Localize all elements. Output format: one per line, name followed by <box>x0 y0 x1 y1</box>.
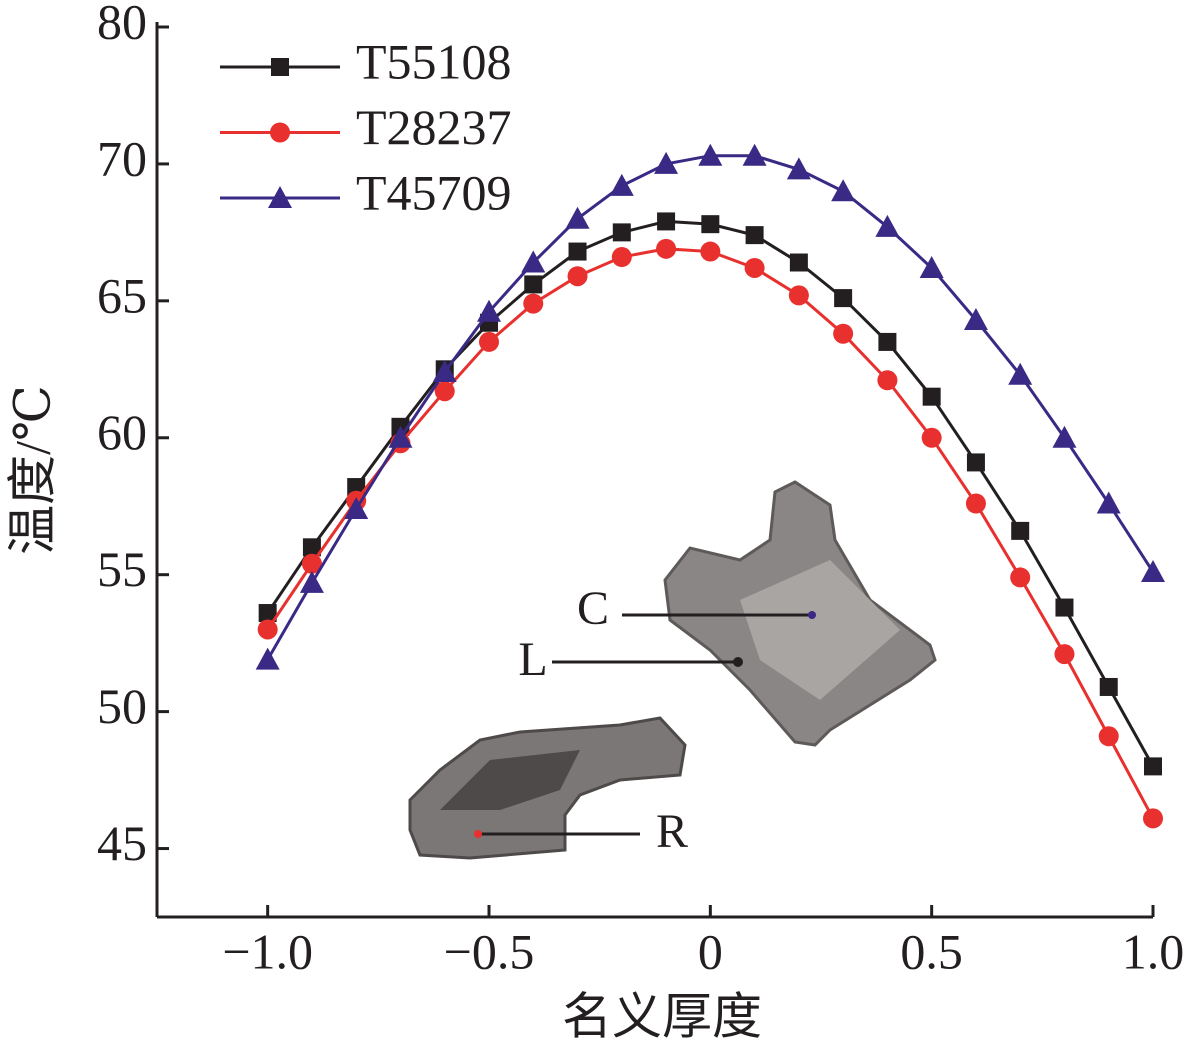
marker <box>875 214 900 237</box>
callout-dot <box>474 830 482 838</box>
marker <box>432 360 457 383</box>
marker <box>1099 677 1118 696</box>
y-tick-label: 80 <box>97 0 147 49</box>
marker <box>1054 644 1075 665</box>
marker <box>698 143 723 166</box>
marker <box>786 157 811 180</box>
marker <box>1143 808 1163 829</box>
marker <box>742 143 767 166</box>
y-axis-label: 温度/℃ <box>4 385 60 555</box>
marker <box>1144 757 1162 776</box>
marker <box>302 538 321 557</box>
marker <box>344 496 369 519</box>
marker <box>347 478 366 497</box>
marker <box>965 493 986 514</box>
marker <box>477 299 501 322</box>
marker <box>700 241 721 262</box>
marker <box>1098 726 1119 747</box>
series-line <box>266 219 1155 768</box>
y-tick-label: 65 <box>97 267 147 323</box>
marker <box>878 332 897 351</box>
marker <box>523 293 544 314</box>
marker <box>744 257 765 278</box>
x-tick-label: 0.5 <box>900 923 963 979</box>
legend-label: T55108 <box>356 33 512 89</box>
marker <box>257 619 278 640</box>
marker <box>255 647 280 670</box>
marker <box>1055 598 1074 617</box>
marker <box>611 247 632 268</box>
inset-parts: C L R <box>408 480 937 860</box>
legend-marker <box>270 122 290 143</box>
y-tick-label: 50 <box>97 678 147 734</box>
marker <box>966 453 985 472</box>
marker <box>299 570 324 593</box>
marker <box>789 253 808 272</box>
callout-dot <box>808 611 816 619</box>
marker <box>745 226 764 245</box>
part-c-face <box>740 560 900 700</box>
marker <box>258 604 277 623</box>
marker <box>1096 491 1121 514</box>
marker <box>479 331 499 352</box>
marker <box>567 266 588 287</box>
marker <box>388 425 413 448</box>
marker <box>701 215 720 234</box>
marker <box>1008 362 1033 385</box>
part-r-face <box>440 750 580 810</box>
marker <box>963 308 988 331</box>
marker <box>1141 559 1165 582</box>
marker <box>877 370 898 391</box>
marker <box>833 323 854 344</box>
annotation: C <box>577 582 609 635</box>
marker <box>788 285 809 306</box>
marker <box>565 206 590 229</box>
marker <box>1010 567 1031 588</box>
annotation: L <box>518 633 547 686</box>
marker <box>656 238 677 259</box>
marker <box>612 223 631 242</box>
y-tick-label: 45 <box>97 815 147 871</box>
marker <box>434 381 455 402</box>
marker <box>1052 425 1077 448</box>
legend-label: T28237 <box>356 99 512 155</box>
legend-label: T45709 <box>356 164 512 220</box>
y-tick-label: 70 <box>97 130 147 186</box>
marker <box>568 242 587 261</box>
marker <box>521 250 546 273</box>
marker <box>524 275 543 294</box>
y-tick-label: 55 <box>97 541 147 597</box>
legend-marker <box>268 186 292 208</box>
annotation: R <box>656 805 688 858</box>
x-tick-label: −0.5 <box>444 923 535 979</box>
marker <box>654 151 679 174</box>
y-tick-label: 60 <box>97 404 147 460</box>
marker <box>834 289 853 308</box>
x-tick-label: 1.0 <box>1122 923 1185 979</box>
x-axis-label: 名义厚度 <box>562 988 762 1044</box>
marker <box>657 212 676 231</box>
marker <box>831 179 856 202</box>
x-tick-label: −1.0 <box>222 923 313 979</box>
marker <box>1011 521 1030 540</box>
callout-dot <box>733 657 743 667</box>
marker <box>301 553 322 574</box>
legend-marker <box>271 58 289 76</box>
x-tick-label: 0 <box>698 923 723 979</box>
marker <box>921 427 942 448</box>
marker <box>609 173 634 196</box>
marker <box>919 255 944 278</box>
marker <box>922 387 941 406</box>
